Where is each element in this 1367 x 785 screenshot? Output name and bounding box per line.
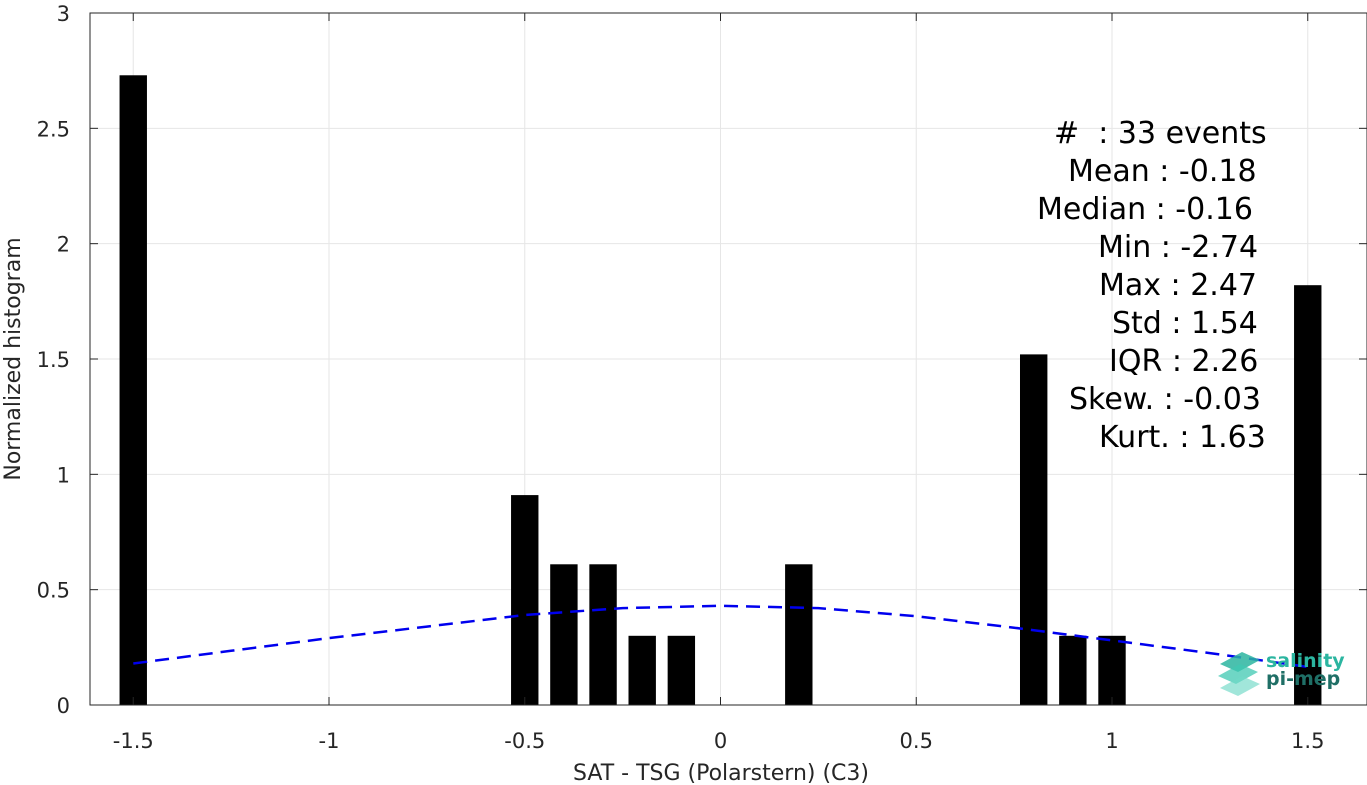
y-tick-label: 0.5 bbox=[37, 579, 70, 603]
x-tick-label: -1.5 bbox=[113, 729, 154, 753]
x-axis: -1.5 -1 -0.5 0 0.5 1 1.5 bbox=[113, 13, 1324, 753]
stat-median: Median : -0.16 bbox=[1037, 192, 1253, 227]
y-tick-label: 1.5 bbox=[37, 348, 70, 372]
histogram-bar bbox=[628, 635, 656, 705]
histogram-bar bbox=[1019, 354, 1048, 705]
histogram-bar bbox=[589, 564, 617, 705]
stat-iqr: IQR : 2.26 bbox=[1109, 344, 1259, 379]
y-tick-label: 1 bbox=[57, 463, 70, 487]
stat-kurt: Kurt. : 1.63 bbox=[1099, 420, 1266, 455]
bars-group bbox=[119, 75, 1322, 705]
x-tick-label: -0.5 bbox=[504, 729, 545, 753]
histogram-bar bbox=[1059, 635, 1087, 705]
x-tick-label: 1 bbox=[1105, 729, 1118, 753]
histogram-bar bbox=[119, 75, 147, 705]
stat-max: Max : 2.47 bbox=[1099, 268, 1257, 303]
x-axis-label: SAT - TSG (Polarstern) (C3) bbox=[573, 761, 869, 785]
y-tick-label: 0 bbox=[57, 694, 70, 718]
histogram-bar bbox=[1294, 285, 1322, 705]
logo-mark-icon bbox=[1218, 652, 1260, 696]
histogram-bar bbox=[550, 564, 578, 705]
stat-std: Std : 1.54 bbox=[1112, 306, 1258, 341]
y-axis-label: Normalized histogram bbox=[1, 237, 26, 480]
stat-min: Min : -2.74 bbox=[1098, 230, 1259, 265]
histogram-bar bbox=[511, 495, 539, 705]
y-tick-label: 3 bbox=[57, 2, 70, 26]
stat-skew: Skew. : -0.03 bbox=[1069, 382, 1261, 417]
x-tick-label: 0.5 bbox=[900, 729, 933, 753]
x-tick-label: 1.5 bbox=[1291, 729, 1324, 753]
y-axis: 0 0.5 1 1.5 2 2.5 3 bbox=[37, 2, 1367, 718]
x-tick-label: 0 bbox=[714, 729, 727, 753]
histogram-bar bbox=[667, 635, 696, 705]
histogram-bar bbox=[1098, 635, 1126, 705]
salinity-pimep-logo: salinity pi-mep bbox=[1216, 646, 1351, 696]
y-tick-label: 2.5 bbox=[37, 117, 70, 141]
logo-text-salinity: salinity bbox=[1266, 650, 1345, 672]
stat-events: # : 33 events bbox=[1054, 116, 1267, 151]
x-tick-label: -1 bbox=[319, 729, 340, 753]
stat-mean: Mean : -0.18 bbox=[1068, 154, 1257, 189]
histogram-bar bbox=[785, 564, 813, 705]
y-tick-label: 2 bbox=[57, 233, 70, 257]
logo-text-pimep: pi-mep bbox=[1266, 668, 1341, 690]
